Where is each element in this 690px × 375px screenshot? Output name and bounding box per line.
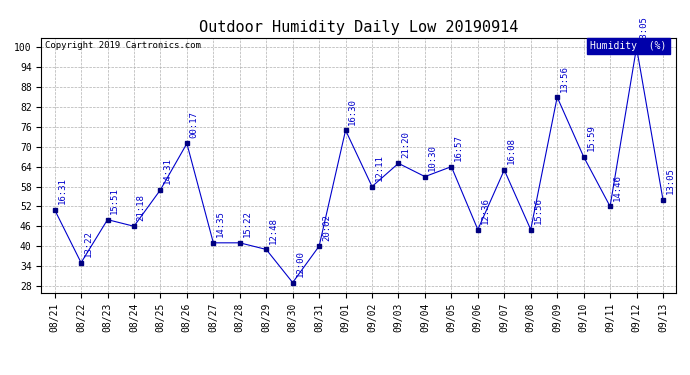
Text: 21:18: 21:18 [137,194,146,221]
Text: Copyright 2019 Cartronics.com: Copyright 2019 Cartronics.com [45,41,201,50]
Text: 00:17: 00:17 [190,111,199,138]
Text: 14:46: 14:46 [613,174,622,201]
Text: 15:56: 15:56 [533,197,542,224]
Text: 16:31: 16:31 [57,177,66,204]
Text: 14:35: 14:35 [216,210,225,237]
Text: 16:08: 16:08 [507,138,516,164]
Text: 13:22: 13:22 [84,230,93,257]
Text: 16:57: 16:57 [454,134,463,161]
Text: 15:22: 15:22 [243,210,252,237]
Text: 20:02: 20:02 [322,214,331,241]
Text: 21:20: 21:20 [402,131,411,158]
Text: 13:56: 13:56 [560,64,569,92]
Text: 15:51: 15:51 [110,187,119,214]
Text: 16:30: 16:30 [348,98,357,124]
Text: 12:00: 12:00 [295,250,304,277]
Text: 10:30: 10:30 [428,144,437,171]
Text: 13:05: 13:05 [666,167,675,194]
Text: 12:11: 12:11 [375,154,384,181]
Text: 14:31: 14:31 [164,158,172,184]
Text: 13:05: 13:05 [640,15,649,42]
Text: Humidity  (%): Humidity (%) [591,41,667,51]
Text: 12:36: 12:36 [481,197,490,224]
Title: Outdoor Humidity Daily Low 20190914: Outdoor Humidity Daily Low 20190914 [199,20,518,35]
Text: 15:59: 15:59 [586,124,595,151]
Text: 12:48: 12:48 [269,217,278,244]
